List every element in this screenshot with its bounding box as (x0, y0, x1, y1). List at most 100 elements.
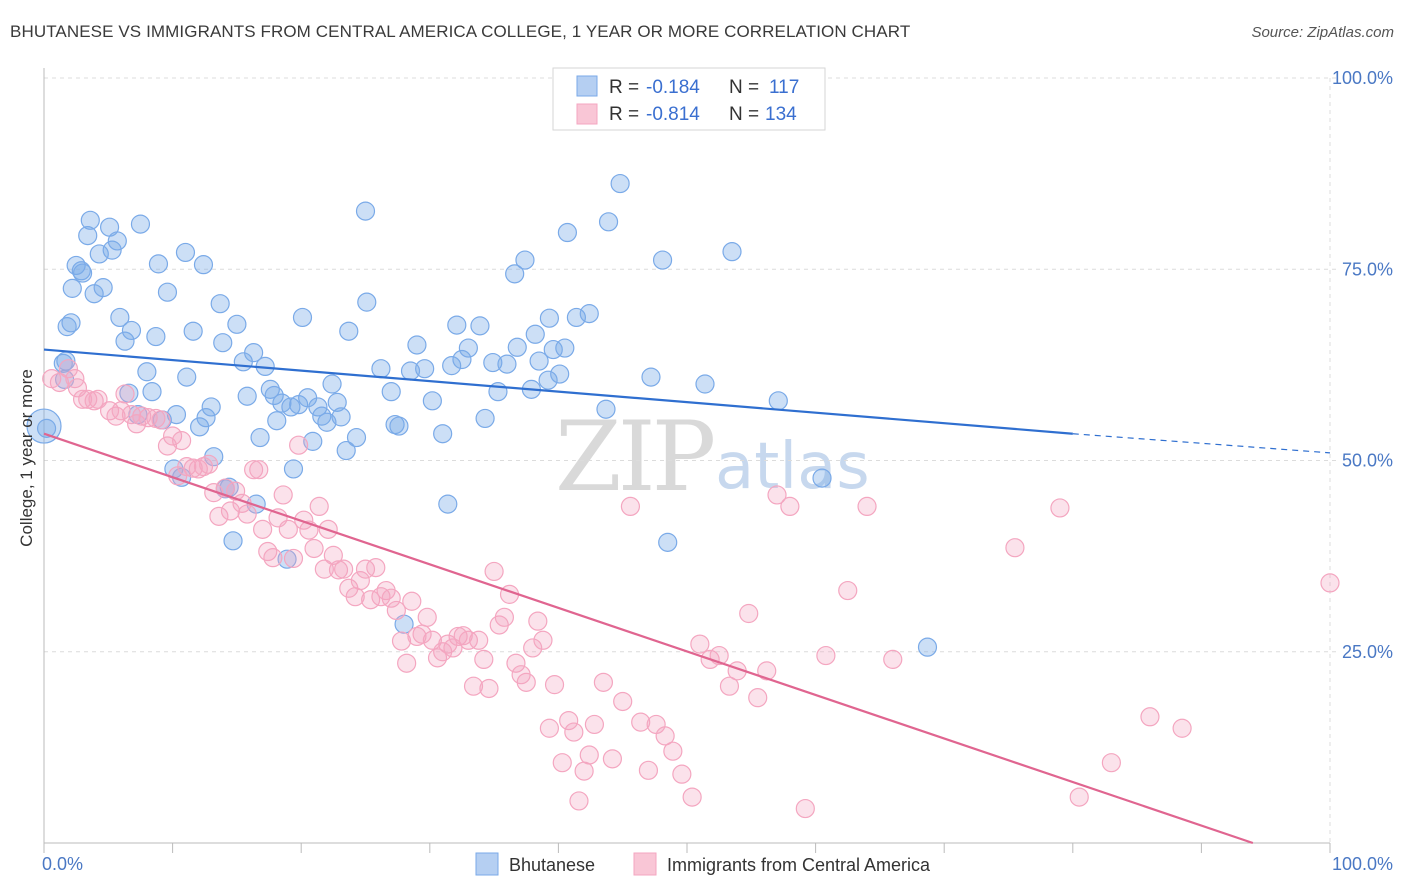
bhutanese-point-72 (346, 427, 367, 448)
legend-n-label-1: N = (729, 77, 759, 98)
bhutanese-point-101 (538, 370, 558, 390)
central-america-point-96 (564, 722, 584, 742)
bhutanese-point-65 (312, 406, 332, 426)
central-america-point-57 (355, 559, 376, 579)
bhutanese-point-96 (507, 337, 527, 357)
bhutanese-point-112 (641, 367, 661, 387)
bhutanese-point-104 (550, 364, 570, 384)
bhutanese-point-35 (183, 321, 203, 341)
central-america-point-55 (345, 587, 365, 607)
central-america-point-110 (672, 764, 692, 784)
central-america-point-92 (539, 718, 559, 738)
central-america-point-18 (151, 410, 171, 430)
bhutanese-point-75 (371, 359, 391, 379)
central-america-point-53 (334, 559, 354, 579)
central-america-point-52 (328, 560, 349, 580)
series-central-america-points (42, 359, 1340, 819)
bhutanese-point-29 (157, 282, 178, 302)
central-america-point-6 (78, 389, 98, 409)
central-america-point-97 (569, 791, 589, 811)
bhutanese-point-111 (610, 173, 630, 194)
central-america-point-10 (106, 406, 126, 426)
central-america-point-41 (273, 485, 293, 505)
central-america-trend-line (43, 432, 1254, 845)
bhutanese-point-61 (292, 307, 313, 328)
central-america-point-32 (226, 481, 246, 501)
bottom-legend: Bhutanese Immigrants from Central Americ… (475, 852, 931, 876)
bhutanese-point-58 (281, 397, 301, 417)
central-america-point-31 (220, 501, 241, 521)
bhutanese-point-41 (210, 294, 230, 314)
legend-r-label-2: R = (609, 104, 639, 125)
bhutanese-point-78 (389, 416, 409, 436)
central-america-point-43 (283, 548, 304, 569)
bhutanese-point-85 (438, 494, 458, 514)
central-america-point-123 (816, 645, 836, 666)
central-america-point-71 (427, 648, 448, 668)
bhutanese-point-71 (339, 321, 359, 341)
bhutanese-point-26 (146, 326, 166, 347)
bhutanese-point-115 (695, 374, 715, 394)
central-america-point-75 (448, 626, 468, 647)
central-america-point-29 (209, 506, 229, 526)
bhutanese-point-68 (327, 392, 347, 412)
chart-title: BHUTANESE VS IMMIGRANTS FROM CENTRAL AME… (10, 22, 911, 41)
bhutanese-point-69 (331, 407, 351, 427)
bhutanese-point-90 (470, 316, 490, 336)
bhutanese-point-19 (115, 331, 135, 351)
central-america-point-94 (552, 753, 572, 773)
central-america-point-106 (638, 760, 659, 780)
source-credit: Source: ZipAtlas.com (1251, 24, 1394, 41)
central-america-point-112 (690, 634, 710, 654)
bhutanese-point-6 (62, 278, 82, 298)
bhutanese-point-16 (102, 240, 122, 260)
central-america-point-62 (381, 588, 401, 608)
bhutanese-point-67 (322, 374, 342, 394)
bhutanese-point-55 (267, 411, 287, 431)
bhutanese-point-18 (110, 307, 130, 328)
central-america-point-132 (1172, 718, 1192, 738)
legend-r-label-1: R = (609, 77, 639, 98)
trend-lines (43, 348, 1331, 845)
central-america-point-35 (244, 460, 264, 480)
bhutanese-point-119 (917, 637, 938, 657)
y-tick-label-100: 100.0% (1332, 68, 1393, 88)
axes: 100.0% 75.0% 50.0% 25.0% 0.0% 100.0% (42, 68, 1393, 874)
central-america-point-109 (663, 741, 683, 761)
bhutanese-trend-extension (1072, 433, 1331, 454)
bhutanese-point-66 (317, 412, 337, 432)
bhutanese-point-97 (515, 250, 535, 270)
bhutanese-point-34 (177, 367, 197, 387)
bhutanese-point-99 (525, 324, 545, 344)
bhutanese-point-88 (452, 349, 472, 370)
bhutanese-point-105 (555, 338, 575, 358)
central-america-point-117 (739, 603, 759, 624)
bhutanese-point-76 (381, 382, 401, 402)
central-america-point-38 (258, 541, 278, 562)
central-america-point-44 (289, 435, 309, 455)
y-tick-label-50: 50.0% (1342, 451, 1393, 471)
central-america-point-69 (417, 607, 437, 627)
central-america-point-74 (443, 638, 463, 658)
central-america-point-64 (391, 631, 412, 651)
legend-swatch-pink (576, 103, 598, 125)
central-america-point-84 (494, 607, 514, 627)
bhutanese-point-39 (201, 397, 221, 417)
central-america-point-128 (1050, 498, 1070, 518)
x-tick-label-max: 100.0% (1332, 854, 1393, 874)
central-america-point-133 (1320, 573, 1340, 593)
central-america-point-78 (463, 676, 484, 696)
central-america-point-79 (469, 630, 489, 650)
central-america-point-82 (484, 561, 504, 582)
central-america-point-77 (458, 630, 478, 650)
bhutanese-point-33 (175, 242, 196, 263)
legend-r-value-2: -0.814 (646, 104, 700, 125)
bhutanese-point-117 (768, 391, 788, 411)
central-america-point-20 (163, 426, 183, 446)
legend-n-label-2: N = (729, 104, 759, 125)
bhutanese-point-91 (475, 408, 495, 429)
central-america-point-28 (204, 483, 224, 503)
central-america-point-36 (249, 460, 269, 480)
central-america-point-51 (323, 545, 343, 565)
bhutanese-trend-line (43, 348, 1073, 435)
